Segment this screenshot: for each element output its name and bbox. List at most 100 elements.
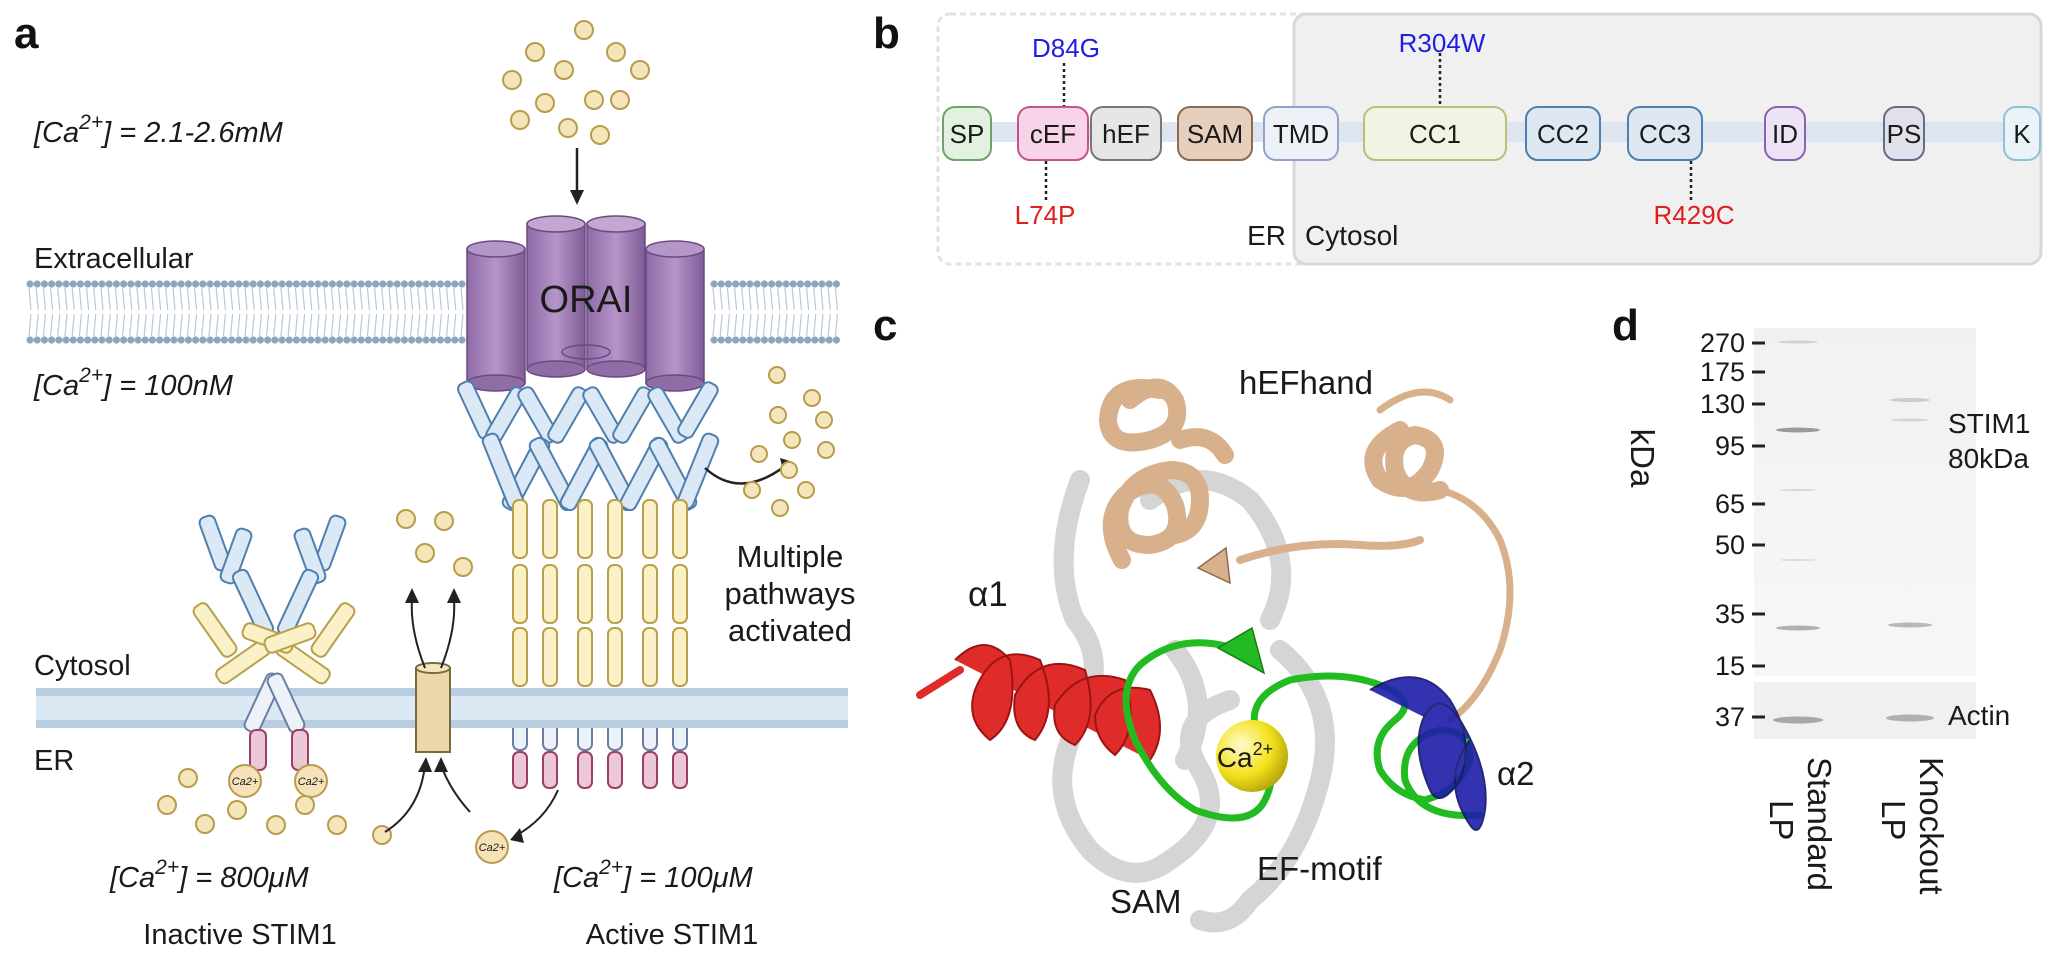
lipid-tail xyxy=(201,287,205,311)
lipid-head xyxy=(408,280,416,288)
lipid-head xyxy=(300,280,308,288)
svg-text:CC3: CC3 xyxy=(1639,119,1691,149)
coil-segment xyxy=(542,564,558,624)
coil-segment xyxy=(672,627,688,687)
lipid-tail xyxy=(237,313,241,337)
lipid-head xyxy=(249,280,257,288)
lipid-head xyxy=(163,280,171,288)
lipid-tail xyxy=(460,313,464,337)
lipid-head xyxy=(55,280,63,288)
lipid-head xyxy=(372,336,380,344)
lipid-tail xyxy=(316,287,320,311)
mutation-l74p: L74P xyxy=(1015,200,1076,230)
lipid-head xyxy=(199,336,207,344)
lipid-head xyxy=(789,336,797,344)
lipid-tail xyxy=(230,313,234,337)
active-stim1-arms xyxy=(457,380,720,512)
ca-ion-text-2: Ca2+ xyxy=(298,776,325,788)
alpha2-label: α2 xyxy=(1497,755,1534,792)
extracellular-label: Extracellular xyxy=(34,243,194,275)
lipid-tail xyxy=(791,287,795,311)
lipid-head xyxy=(436,336,444,344)
ca-extracellular-text: [Ca2+] = 2.1-2.6mM xyxy=(33,111,284,149)
lipid-tail xyxy=(446,313,450,337)
lipid-tail xyxy=(366,313,370,337)
lipid-tail xyxy=(806,287,810,311)
svg-text:cEF: cEF xyxy=(1030,119,1076,149)
lipid-head xyxy=(264,336,272,344)
lipid-tail xyxy=(748,313,752,337)
panel-c-letter: c xyxy=(873,301,897,350)
lipid-head xyxy=(825,280,833,288)
mutation-r429c: R429C xyxy=(1654,200,1735,230)
lipid-head xyxy=(48,336,56,344)
lipid-tail xyxy=(230,287,234,311)
lipid-tail xyxy=(395,313,399,337)
lipid-head xyxy=(732,336,740,344)
domain-cc1: CC1 xyxy=(1363,106,1507,161)
coil-segment xyxy=(577,564,593,624)
domain-cc3: CC3 xyxy=(1627,106,1703,161)
lipid-head xyxy=(242,280,250,288)
lipid-tail xyxy=(330,287,334,311)
lipid-head xyxy=(832,336,841,344)
lipid-tail xyxy=(777,313,781,337)
actin-tick: 37 xyxy=(1715,702,1745,732)
ca-ion-text-3: Ca2+ xyxy=(479,842,506,854)
lipid-head xyxy=(278,336,286,344)
domain-cef: cEF xyxy=(1017,106,1089,161)
coil-segment xyxy=(642,499,658,559)
lipid-head xyxy=(98,280,106,288)
lipid-head xyxy=(775,336,783,344)
blot-band xyxy=(1891,418,1929,422)
lipid-head xyxy=(228,280,236,288)
lipid-tail xyxy=(244,313,248,337)
lipid-tail xyxy=(280,313,284,337)
lipid-head xyxy=(818,336,826,344)
lipid-head xyxy=(26,280,34,288)
lipid-head xyxy=(422,336,430,344)
lipid-head xyxy=(458,336,466,344)
coil-segment xyxy=(577,627,593,687)
lipid-tail xyxy=(813,287,817,311)
lipid-tail xyxy=(165,313,169,337)
extracellular-ca-ions xyxy=(502,20,650,145)
coil-segment xyxy=(512,499,528,559)
lipid-tail xyxy=(345,287,349,311)
lipid-tail xyxy=(784,287,788,311)
lipid-head xyxy=(148,336,156,344)
lipid-head xyxy=(429,280,437,288)
lipid-head xyxy=(364,280,372,288)
lipid-head xyxy=(321,280,329,288)
svg-text:hEF: hEF xyxy=(1102,119,1150,149)
lipid-tail xyxy=(179,287,183,311)
coil-segment xyxy=(542,627,558,687)
lipid-head xyxy=(436,280,444,288)
lipid-head xyxy=(739,280,747,288)
lipid-head xyxy=(782,280,790,288)
pathways-line1: Multiple xyxy=(737,539,844,574)
lipid-head xyxy=(33,336,41,344)
svg-text:SAM: SAM xyxy=(1187,119,1243,149)
lipid-tail xyxy=(424,313,428,337)
domain-sam: SAM xyxy=(1177,106,1253,161)
lipid-head xyxy=(141,280,149,288)
active-stim1-lumen xyxy=(512,751,688,789)
lumen-segment xyxy=(607,751,623,789)
lipid-tail xyxy=(374,287,378,311)
stim1-label: STIM1 xyxy=(1948,408,2030,439)
lipid-head xyxy=(350,336,358,344)
coil-segment xyxy=(607,564,623,624)
inactive-stim1: Ca2+ Ca2+ xyxy=(192,514,356,798)
lipid-head xyxy=(343,280,351,288)
lipid-head xyxy=(739,336,747,344)
lipid-tail xyxy=(352,313,356,337)
lipid-head xyxy=(199,280,207,288)
lipid-head xyxy=(235,336,243,344)
lipid-tail xyxy=(338,313,342,337)
lipid-head xyxy=(148,280,156,288)
lipid-tail xyxy=(834,313,838,337)
lipid-head xyxy=(415,280,423,288)
lipid-head xyxy=(811,336,819,344)
